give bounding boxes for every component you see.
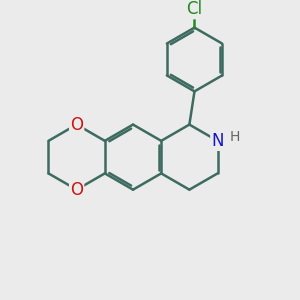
Text: H: H [230, 130, 240, 145]
Text: O: O [70, 181, 83, 199]
Text: O: O [70, 116, 83, 134]
Text: N: N [211, 132, 224, 150]
Text: Cl: Cl [186, 0, 203, 18]
